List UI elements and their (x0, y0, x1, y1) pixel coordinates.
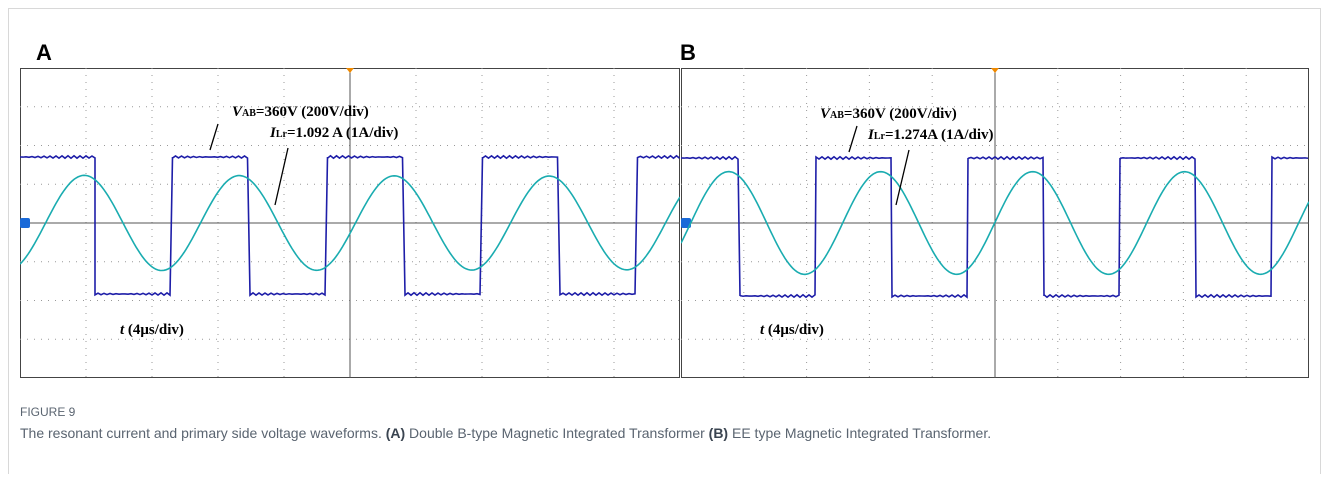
caption-ref: (A) (386, 425, 405, 441)
caption-label: FIGURE 9 (20, 402, 1310, 422)
time-annotation: t (4μs/div) (760, 322, 824, 339)
caption-text: EE type Magnetic Integrated Transformer. (728, 425, 991, 441)
time-annotation: t (4μs/div) (120, 322, 184, 339)
voltage-annotation: VAB=360V (200V/div) (820, 106, 957, 123)
current-annotation: ILr=1.274A (1A/div) (868, 127, 994, 144)
current-annotation: ILr=1.092 A (1A/div) (270, 125, 398, 142)
caption-text: The resonant current and primary side vo… (20, 425, 386, 441)
channel-marker (20, 218, 30, 228)
caption: FIGURE 9 The resonant current and primar… (20, 402, 1310, 443)
panel-label: B (680, 40, 696, 66)
caption-ref: (B) (709, 425, 728, 441)
panel-label: A (36, 40, 52, 66)
voltage-annotation: VAB=360V (200V/div) (232, 104, 369, 121)
caption-text: Double B-type Magnetic Integrated Transf… (405, 425, 708, 441)
